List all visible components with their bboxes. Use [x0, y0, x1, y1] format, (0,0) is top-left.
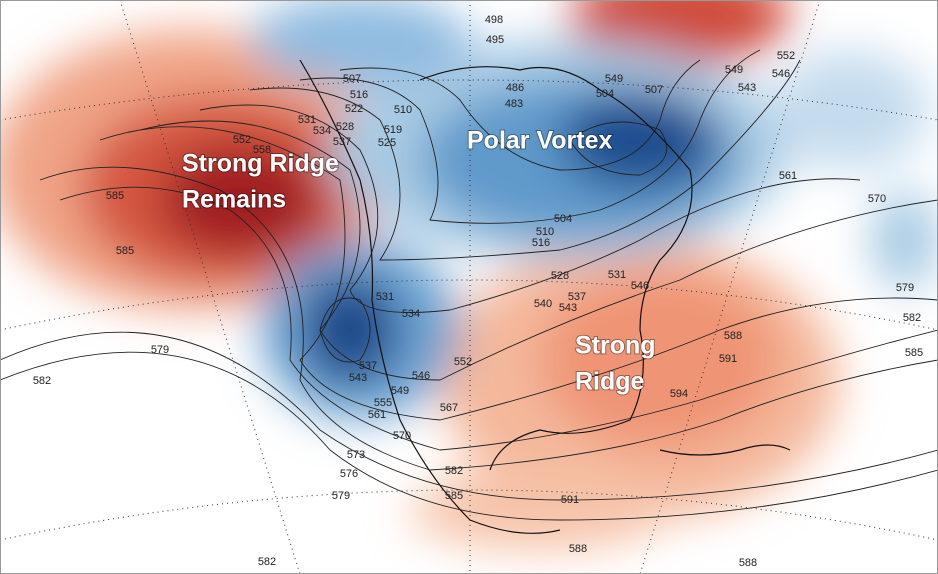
contour-label: 540: [534, 298, 552, 310]
contour-label: 561: [368, 409, 386, 421]
contour-label: 579: [151, 344, 169, 356]
contour-label: 582: [903, 312, 921, 324]
contour-label: 546: [412, 370, 430, 382]
contour-label: 504: [554, 213, 572, 225]
contour-label: 582: [33, 375, 51, 387]
contour-label: 516: [350, 89, 368, 101]
contour-label: 537: [568, 291, 586, 303]
contour-label: 543: [559, 302, 577, 314]
contour-label: 528: [336, 121, 354, 133]
contour-label: 585: [116, 245, 134, 257]
contour-label: 525: [378, 137, 396, 149]
contour-label: 546: [772, 68, 790, 80]
contour-label: 507: [645, 84, 663, 96]
contour-label: 537: [333, 136, 351, 148]
contour-label: 588: [724, 330, 742, 342]
contour-label: 504: [596, 88, 614, 100]
contour-label: 531: [608, 269, 626, 281]
contour-label: 558: [253, 144, 271, 156]
contour-label: 552: [454, 356, 472, 368]
contour-label: 591: [561, 494, 579, 506]
contour-label: 549: [605, 73, 623, 85]
contour-label: 495: [486, 34, 504, 46]
contour-label: 519: [384, 124, 402, 136]
contour-label: 483: [505, 98, 523, 110]
contour-label: 570: [393, 430, 411, 442]
contour-label: 528: [551, 270, 569, 282]
contour-label: 588: [569, 543, 587, 555]
contour-label: 552: [233, 134, 251, 146]
contour-label: 531: [298, 114, 316, 126]
annotation: Polar Vortex: [467, 127, 613, 155]
contour-label: 579: [332, 490, 350, 502]
contours: [0, 49, 938, 521]
contour-label: 516: [532, 237, 550, 249]
contour-label: 486: [506, 82, 524, 94]
annotation: Strong Ridge: [182, 150, 339, 178]
coastlines: [299, 59, 791, 534]
contour-label: 510: [536, 226, 554, 238]
contour-label: 498: [485, 14, 503, 26]
contour-label: 549: [391, 385, 409, 397]
contour-label: 555: [374, 397, 392, 409]
annotation: Remains: [182, 186, 286, 214]
contour-label: 573: [347, 449, 365, 461]
contour-label: 561: [779, 170, 797, 182]
contour-label: 579: [896, 282, 914, 294]
annotation: Ridge: [575, 368, 645, 396]
contour-label: 582: [258, 556, 276, 568]
contour-label: 582: [445, 465, 463, 477]
annotation: Strong: [575, 332, 656, 360]
annotations: Strong Ridge Remains Polar Vortex Strong Rid…: [181, 126, 657, 397]
contour-label: 567: [440, 402, 458, 414]
contour-label: 534: [402, 308, 420, 320]
contour-label: 534: [313, 125, 331, 137]
contour-label: 531: [376, 291, 394, 303]
contour-label: 576: [340, 468, 358, 480]
contour-label: 510: [394, 104, 412, 116]
contour-label: 522: [345, 103, 363, 115]
contour-label: 585: [445, 490, 463, 502]
contour-label: 588: [739, 557, 757, 569]
contour-label: 594: [670, 388, 688, 400]
contour-label: 543: [738, 82, 756, 94]
contour-label: 552: [777, 50, 795, 62]
contour-label: 507: [343, 73, 361, 85]
contour-label: 591: [719, 353, 737, 365]
contour-label: 543: [349, 372, 367, 384]
contour-label: 585: [905, 347, 923, 359]
contour-label: 549: [725, 64, 743, 76]
contour-label: 537: [359, 360, 377, 372]
contour-label: 585: [106, 190, 124, 202]
contour-label: 546: [631, 280, 649, 292]
contour-label: 570: [868, 193, 886, 205]
